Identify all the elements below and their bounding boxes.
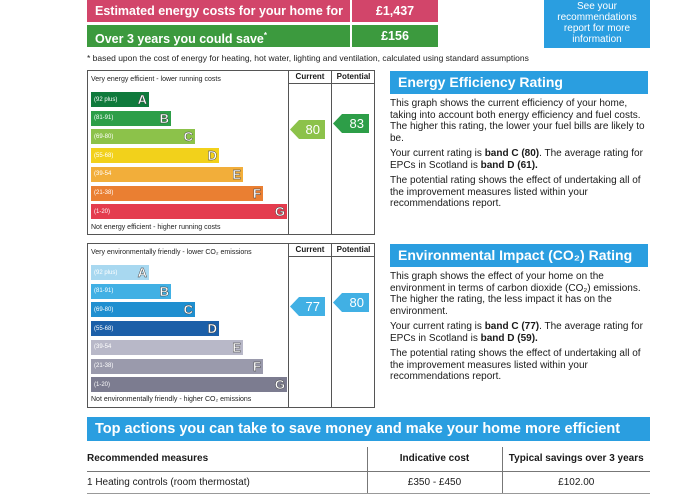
- chart-bottom-text: Not environmentally friendly - higher CO…: [91, 396, 252, 403]
- rating-band-g: (1-20) G: [91, 204, 287, 219]
- band-range: (69-80): [94, 306, 114, 313]
- cost-column-header: Indicative cost: [366, 447, 502, 472]
- environmental-impact-panel: Environmental Impact (CO₂) Rating This g…: [390, 244, 648, 383]
- energy-efficiency-title: Energy Efficiency Rating: [390, 71, 648, 94]
- footnote-mark: *: [263, 31, 267, 40]
- energy-description: This graph shows the current efficiency …: [390, 98, 645, 144]
- column-divider: [331, 71, 332, 234]
- band-letter: A: [137, 92, 147, 107]
- rating-band-c: (69-80) C: [91, 302, 195, 318]
- column-divider: [331, 244, 332, 407]
- current-rating-arrow: 77: [290, 297, 325, 316]
- environmental-impact-chart: Current Potential Very environmentally f…: [87, 243, 375, 408]
- rating-band-e: (39-54 E: [91, 340, 243, 355]
- environment-description: This graph shows the effect of your home…: [390, 271, 641, 317]
- band-range: (1-20): [94, 208, 111, 215]
- savings-column-header: Typical savings over 3 years: [501, 447, 650, 472]
- band-range: (21-38): [94, 363, 114, 369]
- band-range: (1-20): [94, 381, 111, 388]
- measure-name: 1 Heating controls (room thermostat): [87, 471, 367, 494]
- environment-current-rating: Your current rating is band C (77). The …: [390, 321, 643, 344]
- band-letter: B: [159, 283, 169, 299]
- band-letter: C: [183, 302, 193, 318]
- band-range: (81-91): [94, 288, 114, 295]
- table-row: 1 Heating controls (room thermostat) £35…: [87, 471, 650, 494]
- rating-band-e: (39-54 E: [91, 167, 243, 182]
- current-column-header: Current: [295, 245, 325, 254]
- energy-potential-note: The potential rating shows the effect of…: [390, 175, 641, 209]
- energy-efficiency-chart: Current Potential Very energy efficient …: [87, 70, 375, 235]
- estimated-costs-value: £1,437: [350, 0, 438, 22]
- band-range: (39-54: [94, 171, 112, 178]
- rating-band-d: (55-68) D: [91, 148, 219, 163]
- potential-column-header: Potential: [336, 72, 371, 81]
- environmental-impact-title: Environmental Impact (CO₂) Rating: [390, 244, 648, 267]
- band-letter: G: [274, 204, 286, 220]
- column-divider: [288, 244, 289, 407]
- chart-top-text: Very energy efficient - lower running co…: [91, 76, 221, 83]
- band-letter: F: [253, 185, 261, 201]
- potential-column-header: Potential: [336, 245, 371, 254]
- energy-efficiency-panel: Energy Efficiency Rating This graph show…: [390, 71, 648, 210]
- band-letter: D: [207, 148, 217, 164]
- rating-band-a: (92 plus) A: [91, 92, 149, 107]
- current-rating-arrow: 80: [290, 120, 325, 139]
- band-letter: A: [137, 265, 147, 280]
- band-letter: G: [274, 377, 286, 393]
- band-range: (92 plus): [94, 269, 118, 276]
- band-range: (39-54: [94, 344, 112, 351]
- band-letter: B: [159, 110, 169, 126]
- band-range: (81-91): [94, 115, 114, 122]
- measure-cost: £350 - £450: [366, 471, 502, 494]
- top-actions-title: Top actions you can take to save money a…: [87, 417, 650, 441]
- band-letter: D: [207, 321, 217, 337]
- rating-band-d: (55-68) D: [91, 321, 219, 336]
- table-header-row: Recommended measures Indicative cost Typ…: [87, 447, 650, 472]
- band-range: (55-68): [94, 152, 114, 159]
- chart-top-text: Very environmentally friendly - lower CO…: [91, 249, 252, 256]
- measures-column-header: Recommended measures: [87, 447, 367, 472]
- measure-savings: £102.00: [501, 471, 650, 494]
- band-letter: F: [253, 358, 261, 374]
- column-divider: [288, 71, 289, 234]
- header-divider: [288, 83, 374, 84]
- environment-potential-note: The potential rating shows the effect of…: [390, 348, 641, 382]
- rating-band-f: (21-38) F: [91, 185, 263, 201]
- recommendations-note: See your recommendations report for more…: [544, 0, 650, 48]
- band-range: (92 plus): [94, 96, 118, 103]
- rating-band-b: (81-91) B: [91, 283, 171, 299]
- savings-label: Over 3 years you could save: [95, 32, 264, 47]
- band-letter: E: [232, 339, 241, 355]
- band-letter: C: [183, 129, 193, 145]
- band-range: (69-80): [94, 133, 114, 140]
- rating-band-a: (92 plus) A: [91, 265, 149, 280]
- rating-band-b: (81-91) B: [91, 110, 171, 126]
- energy-current-rating: Your current rating is band C (80). The …: [390, 148, 643, 171]
- recommended-measures-table: Recommended measures Indicative cost Typ…: [87, 447, 650, 494]
- current-column-header: Current: [295, 72, 325, 81]
- chart-bottom-text: Not energy efficient - higher running co…: [91, 224, 221, 231]
- header-divider: [288, 256, 374, 257]
- estimated-costs-row: Estimated energy costs for your home for…: [87, 0, 438, 43]
- potential-rating-arrow: 80: [333, 293, 369, 312]
- rating-band-c: (69-80) C: [91, 129, 195, 145]
- rating-band-f: (21-38) F: [91, 358, 263, 374]
- cost-footnote: * based upon the cost of energy for heat…: [87, 53, 529, 63]
- savings-row: Over 3 years you could save* £156: [87, 25, 438, 47]
- savings-value: £156: [350, 25, 438, 47]
- band-letter: E: [232, 166, 241, 182]
- band-range: (21-38): [94, 190, 114, 196]
- band-range: (55-68): [94, 325, 114, 332]
- rating-band-g: (1-20) G: [91, 377, 287, 392]
- potential-rating-arrow: 83: [333, 114, 369, 133]
